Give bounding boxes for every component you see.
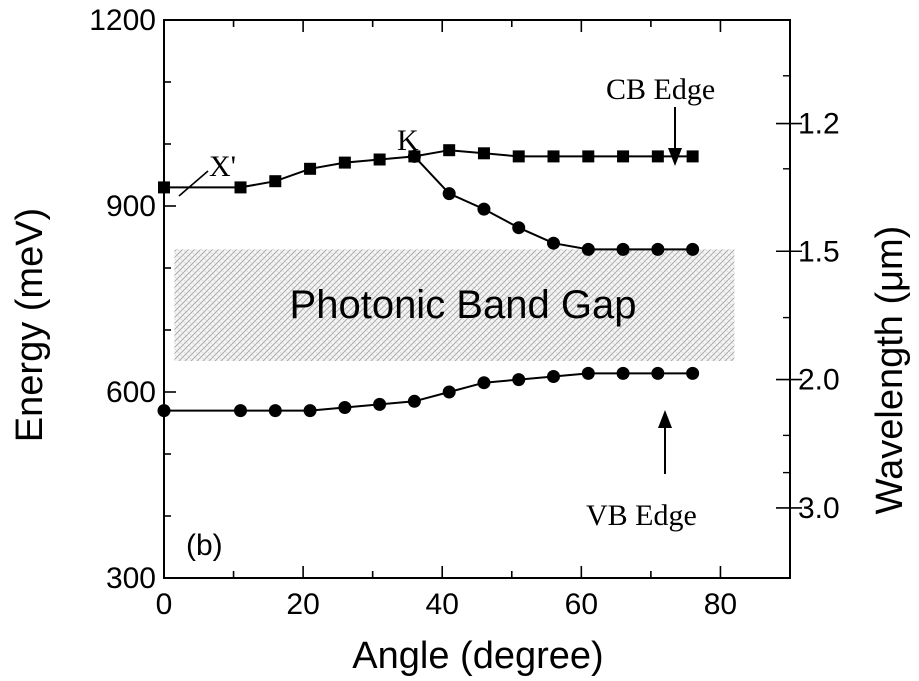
square-marker	[269, 175, 282, 188]
circle-marker	[581, 242, 595, 256]
square-marker	[373, 153, 386, 166]
y-tick-label: 600	[106, 376, 156, 409]
square-marker	[234, 181, 247, 194]
circle-marker	[442, 385, 456, 399]
annotation-cb-edge: CB Edge	[606, 73, 715, 106]
x-tick-label: 60	[565, 588, 598, 621]
x-tick-label: 40	[426, 588, 459, 621]
square-marker	[582, 150, 595, 163]
circle-marker	[442, 187, 456, 201]
annotation-k: K	[397, 124, 419, 157]
circle-marker	[303, 404, 317, 418]
circle-marker	[477, 202, 491, 216]
vb-edge-arrow	[658, 410, 672, 474]
square-marker	[651, 150, 664, 163]
circle-marker	[407, 149, 421, 163]
circle-marker	[616, 366, 630, 380]
circle-marker	[373, 397, 387, 411]
square-marker	[304, 162, 317, 175]
square-marker	[512, 150, 525, 163]
circle-marker	[686, 366, 700, 380]
y2-axis-label: Wavelength (μm)	[869, 226, 911, 515]
y2-tick-label: 3.0	[798, 492, 840, 525]
circle-marker	[157, 404, 171, 418]
x-tick-label: 20	[286, 588, 319, 621]
gap-label: Photonic Band Gap	[290, 283, 637, 327]
square-marker	[338, 156, 351, 169]
y2-tick-label: 1.5	[798, 235, 840, 268]
square-marker	[443, 144, 456, 157]
circle-marker	[338, 401, 352, 414]
x-axis-label: Angle (degree)	[352, 635, 603, 677]
plot-frame	[163, 19, 791, 579]
square-marker	[686, 150, 699, 163]
x-prime-pointer	[178, 170, 209, 197]
circle-marker	[616, 242, 630, 256]
square-marker	[477, 147, 490, 160]
band-gap-region	[174, 249, 735, 361]
circle-marker	[581, 366, 595, 380]
circle-marker	[268, 404, 282, 418]
series-line-1	[413, 155, 693, 251]
cb-edge-arrow	[668, 107, 682, 166]
circle-marker	[547, 236, 561, 250]
y-tick-label: 1200	[89, 4, 156, 37]
circle-marker	[407, 394, 421, 408]
circle-marker	[512, 221, 526, 235]
y2-tick-label: 2.0	[798, 364, 840, 397]
y2-tick-label: 1.2	[798, 108, 840, 141]
x-tick-label: 0	[156, 588, 173, 621]
circle-marker	[686, 242, 700, 256]
panel-label: (b)	[186, 529, 223, 562]
circle-marker	[651, 366, 665, 380]
circle-marker	[477, 376, 491, 390]
circle-marker	[234, 404, 248, 418]
y-tick-label: 300	[106, 562, 156, 595]
x-tick-label: 80	[704, 588, 737, 621]
circle-marker	[512, 373, 526, 387]
circle-marker	[651, 242, 665, 256]
y-axis-label: Energy (meV)	[9, 208, 51, 442]
y-tick-label: 900	[106, 190, 156, 223]
annotation-vb-edge: VB Edge	[586, 499, 697, 532]
circle-marker	[547, 370, 561, 383]
square-marker	[617, 150, 630, 163]
square-marker	[158, 181, 170, 194]
annotation-x-prime: X'	[209, 150, 236, 183]
square-marker	[547, 150, 560, 163]
